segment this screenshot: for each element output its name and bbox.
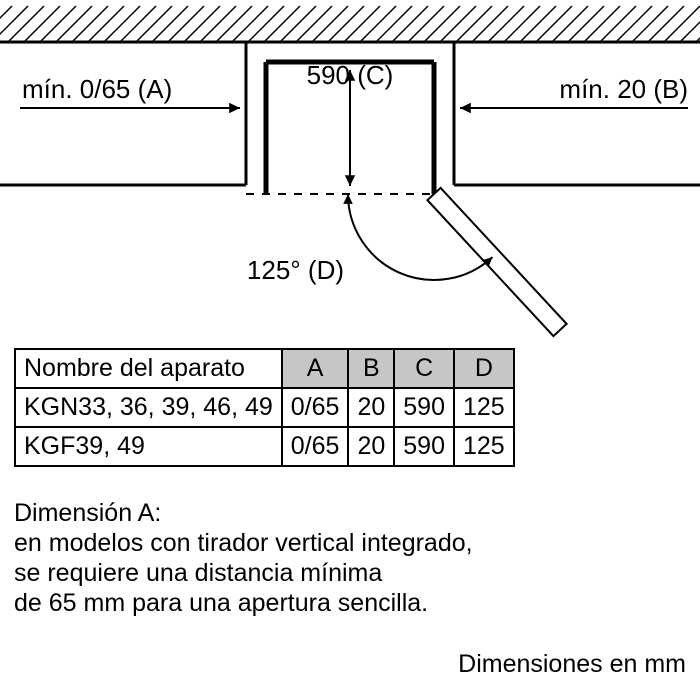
svg-text:125° (D): 125° (D) — [247, 255, 344, 285]
footnote-block: Dimensión A: en modelos con tirador vert… — [14, 498, 473, 618]
col-header-b: B — [348, 349, 394, 388]
table-row: KGN33, 36, 39, 46, 490/6520590125 — [15, 388, 514, 427]
col-header-d: D — [454, 349, 514, 388]
cell-value: 0/65 — [282, 427, 349, 466]
svg-text:590 (C): 590 (C) — [307, 60, 394, 90]
cell-value: 590 — [394, 388, 454, 427]
cell-value: 0/65 — [282, 388, 349, 427]
cell-value: 125 — [454, 388, 514, 427]
col-header-c: C — [394, 349, 454, 388]
footnote-line: en modelos con tirador vertical integrad… — [14, 528, 473, 558]
cell-value: 20 — [348, 388, 394, 427]
col-header-a: A — [282, 349, 349, 388]
installation-diagram: mín. 0/65 (A) mín. 20 (B) 590 (C) 125° (D) — [0, 0, 700, 345]
table-header-row: Nombre del aparato A B C D — [15, 349, 514, 388]
cell-value: 20 — [348, 427, 394, 466]
dimensions-table: Nombre del aparato A B C D KGN33, 36, 39… — [14, 348, 515, 467]
footnote-heading: Dimensión A: — [14, 498, 473, 528]
cell-name: KGF39, 49 — [15, 427, 282, 466]
cell-value: 125 — [454, 427, 514, 466]
col-header-name: Nombre del aparato — [15, 349, 282, 388]
svg-text:mín. 0/65 (A): mín. 0/65 (A) — [22, 74, 172, 104]
cell-value: 590 — [394, 427, 454, 466]
footnote-line: se requiere una distancia mínima — [14, 558, 473, 588]
svg-text:mín. 20 (B): mín. 20 (B) — [559, 74, 688, 104]
table-row: KGF39, 490/6520590125 — [15, 427, 514, 466]
footnote-line: de 65 mm para una apertura sencilla. — [14, 588, 473, 618]
units-label: Dimensiones en mm — [458, 650, 686, 679]
cell-name: KGN33, 36, 39, 46, 49 — [15, 388, 282, 427]
